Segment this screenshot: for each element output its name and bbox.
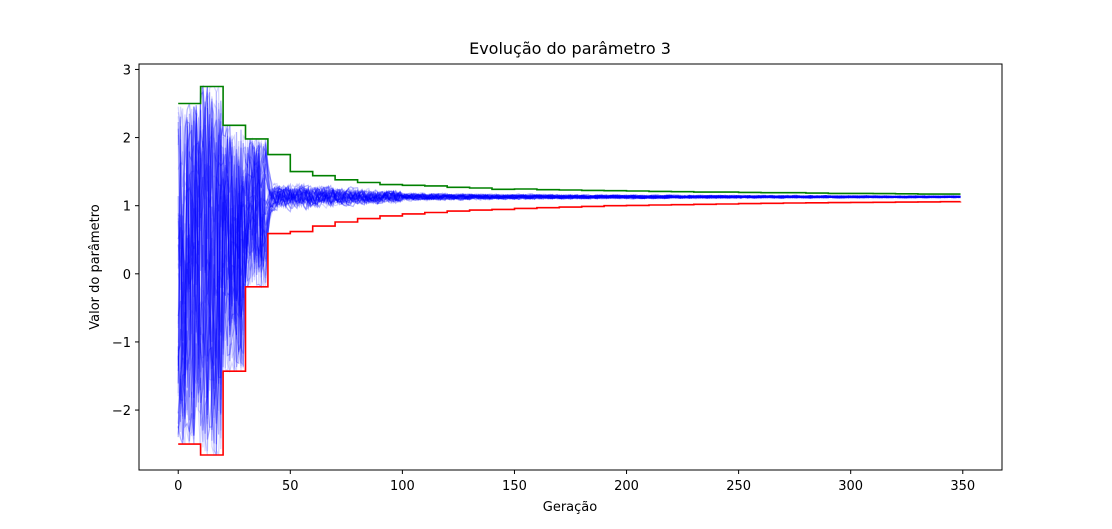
population-line [177, 106, 961, 452]
population-line [177, 98, 961, 414]
population-line [177, 92, 961, 456]
population-line [177, 105, 961, 384]
population-line [177, 86, 961, 442]
population-line [177, 109, 961, 433]
population-line [177, 101, 961, 440]
population-line [177, 101, 961, 437]
population-line [177, 125, 961, 456]
x-tick-label: 150 [502, 479, 527, 494]
population-line [177, 107, 961, 445]
population-line [177, 113, 961, 440]
population-line [177, 92, 961, 441]
population-line [177, 125, 961, 456]
population-line [177, 113, 961, 440]
y-tick-label: 2 [123, 132, 131, 147]
x-tick-label: 200 [614, 479, 639, 494]
population-line [177, 86, 961, 445]
lower-bound-line [178, 200, 962, 456]
population-line [177, 90, 961, 397]
y-axis-label: Valor do parâmetro [88, 204, 103, 330]
population-line [177, 102, 961, 415]
population-line [177, 100, 961, 399]
population-line [177, 98, 961, 414]
x-axis: 0 50 100 150 200 250 300 350 [174, 470, 975, 494]
population-line [177, 134, 961, 408]
population-line [177, 85, 961, 387]
chart-title: Evolução do parâmetro 3 [469, 39, 671, 58]
population-line [177, 84, 961, 366]
population-line [177, 114, 961, 416]
axes-frame [138, 63, 1003, 471]
population-line [177, 101, 961, 437]
population-line [177, 104, 961, 438]
population-line [177, 86, 961, 384]
population-line [177, 103, 961, 429]
population-line [177, 89, 961, 455]
x-tick-label: 350 [950, 479, 975, 494]
x-tick-label: 300 [838, 479, 863, 494]
population-line [177, 86, 961, 445]
x-tick-label: 0 [174, 479, 182, 494]
population-line [177, 138, 961, 456]
population-line [177, 134, 961, 408]
population-line [177, 102, 961, 448]
population-line [177, 108, 961, 394]
x-axis-label: Geração [543, 500, 597, 515]
population-line [177, 84, 961, 366]
population-line [177, 117, 961, 424]
population-line [177, 124, 961, 407]
population-line [177, 108, 961, 418]
population-line [177, 138, 961, 436]
population-line [177, 100, 961, 428]
y-tick-label: 3 [123, 63, 131, 78]
population-line [177, 104, 961, 438]
population-line [177, 106, 961, 419]
population-line [177, 100, 961, 428]
x-tick-label: 100 [390, 479, 415, 494]
x-tick-label: 50 [282, 479, 299, 494]
population-line [177, 95, 961, 445]
y-tick-label: 1 [123, 200, 131, 215]
y-tick-label: −2 [112, 404, 131, 419]
y-axis: −2 −1 0 1 2 3 [112, 63, 139, 419]
population-line [177, 86, 961, 365]
population-line [177, 86, 961, 442]
population-line [177, 117, 961, 439]
population-line [177, 106, 961, 445]
population-line [177, 116, 961, 445]
population-line [177, 96, 961, 398]
y-tick-label: −1 [112, 336, 131, 351]
upper-bound-line [178, 85, 961, 195]
population-line [177, 92, 961, 441]
population-line [177, 107, 961, 445]
population-line [177, 101, 961, 440]
population-line [177, 106, 961, 434]
population-line [177, 90, 961, 397]
population-line [177, 106, 961, 452]
y-tick-label: 0 [123, 268, 131, 283]
population-line [177, 86, 961, 384]
plot-area [177, 84, 962, 456]
population-line [177, 103, 961, 429]
x-tick-label: 250 [726, 479, 751, 494]
population-line [177, 106, 961, 445]
population-line [177, 140, 961, 416]
population-line [177, 119, 961, 395]
